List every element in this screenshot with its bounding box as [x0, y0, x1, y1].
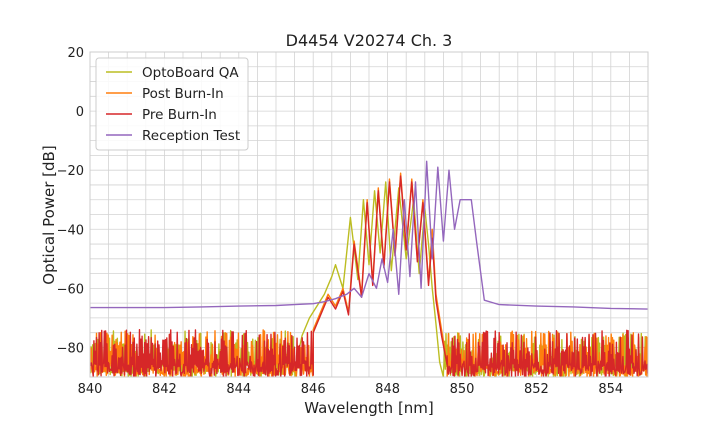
legend-label: Post Burn-In [142, 86, 224, 102]
y-tick-label: −40 [57, 223, 84, 238]
x-tick-label: 842 [152, 382, 177, 397]
y-tick-label: −60 [57, 282, 84, 297]
legend-box [95, 57, 249, 151]
x-tick-label: 844 [226, 382, 251, 397]
legend-label: Pre Burn-In [142, 107, 217, 123]
y-tick-label: 0 [76, 105, 84, 120]
x-tick-label: 852 [524, 382, 549, 397]
x-tick-label: 848 [375, 382, 400, 397]
x-tick-label: 840 [78, 382, 103, 397]
x-axis-label: Wavelength [nm] [304, 399, 434, 417]
x-tick-label: 854 [598, 382, 623, 397]
series-line-reception-test [90, 160, 648, 310]
chart-title: D4454 V20274 Ch. 3 [286, 31, 453, 50]
plot-frame [89, 51, 649, 378]
axes: 840 842 844 846 848 850 852 854 20 0 −20 −40 −60 −80 [57, 46, 649, 397]
x-tick-label: 846 [301, 382, 326, 397]
x-tick-label: 850 [450, 382, 475, 397]
y-axis-label: Optical Power [dB] [40, 145, 58, 284]
y-tick-label: −20 [57, 164, 84, 179]
plot-area [90, 160, 648, 377]
series-line-pre-burn-in [90, 175, 648, 377]
y-tick-label: −80 [57, 341, 84, 356]
y-tick-label: 20 [67, 46, 84, 61]
legend-label: Reception Test [142, 128, 240, 144]
legend: OptoBoard QA Post Burn-In Pre Burn-In Recep… [95, 57, 249, 151]
legend-label: OptoBoard QA [142, 65, 239, 81]
